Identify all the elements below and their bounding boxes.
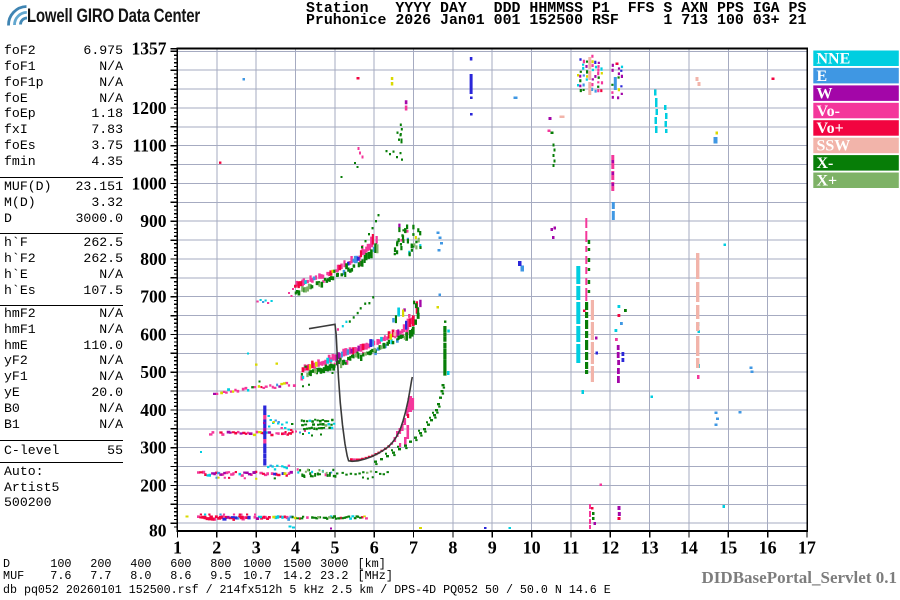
- svg-text:E: E: [817, 68, 828, 85]
- svg-text:11: 11: [562, 538, 579, 558]
- svg-text:2: 2: [212, 538, 221, 558]
- svg-text:4: 4: [291, 538, 300, 558]
- svg-text:8: 8: [448, 538, 457, 558]
- svg-text:9: 9: [488, 538, 497, 558]
- svg-text:16: 16: [759, 538, 777, 558]
- svg-text:1100: 1100: [132, 136, 166, 156]
- svg-text:NNE: NNE: [817, 51, 851, 68]
- svg-text:3: 3: [252, 538, 261, 558]
- svg-text:200: 200: [140, 475, 167, 495]
- svg-text:400: 400: [140, 400, 167, 420]
- svg-text:15: 15: [719, 538, 737, 558]
- svg-text:1000: 1000: [132, 173, 167, 193]
- svg-text:X-: X-: [817, 155, 834, 172]
- svg-text:700: 700: [140, 287, 167, 307]
- svg-text:1357: 1357: [132, 39, 167, 59]
- svg-text:Vo-: Vo-: [817, 103, 840, 120]
- svg-text:10: 10: [523, 538, 541, 558]
- svg-text:7: 7: [409, 538, 418, 558]
- svg-text:14: 14: [680, 538, 698, 558]
- svg-text:5: 5: [330, 538, 339, 558]
- svg-text:500: 500: [140, 362, 167, 382]
- svg-text:13: 13: [641, 538, 659, 558]
- svg-text:600: 600: [140, 324, 167, 344]
- svg-text:12: 12: [601, 538, 619, 558]
- svg-text:800: 800: [140, 249, 167, 269]
- svg-text:900: 900: [140, 211, 167, 231]
- svg-text:Vo+: Vo+: [817, 120, 844, 137]
- svg-text:17: 17: [798, 538, 816, 558]
- svg-text:6: 6: [370, 538, 379, 558]
- svg-text:300: 300: [140, 438, 167, 458]
- svg-text:80: 80: [149, 521, 167, 541]
- svg-text:X+: X+: [817, 173, 838, 190]
- svg-text:1200: 1200: [132, 98, 167, 118]
- svg-text:SSW: SSW: [817, 138, 851, 155]
- svg-text:W: W: [817, 85, 833, 102]
- svg-text:1: 1: [173, 538, 182, 558]
